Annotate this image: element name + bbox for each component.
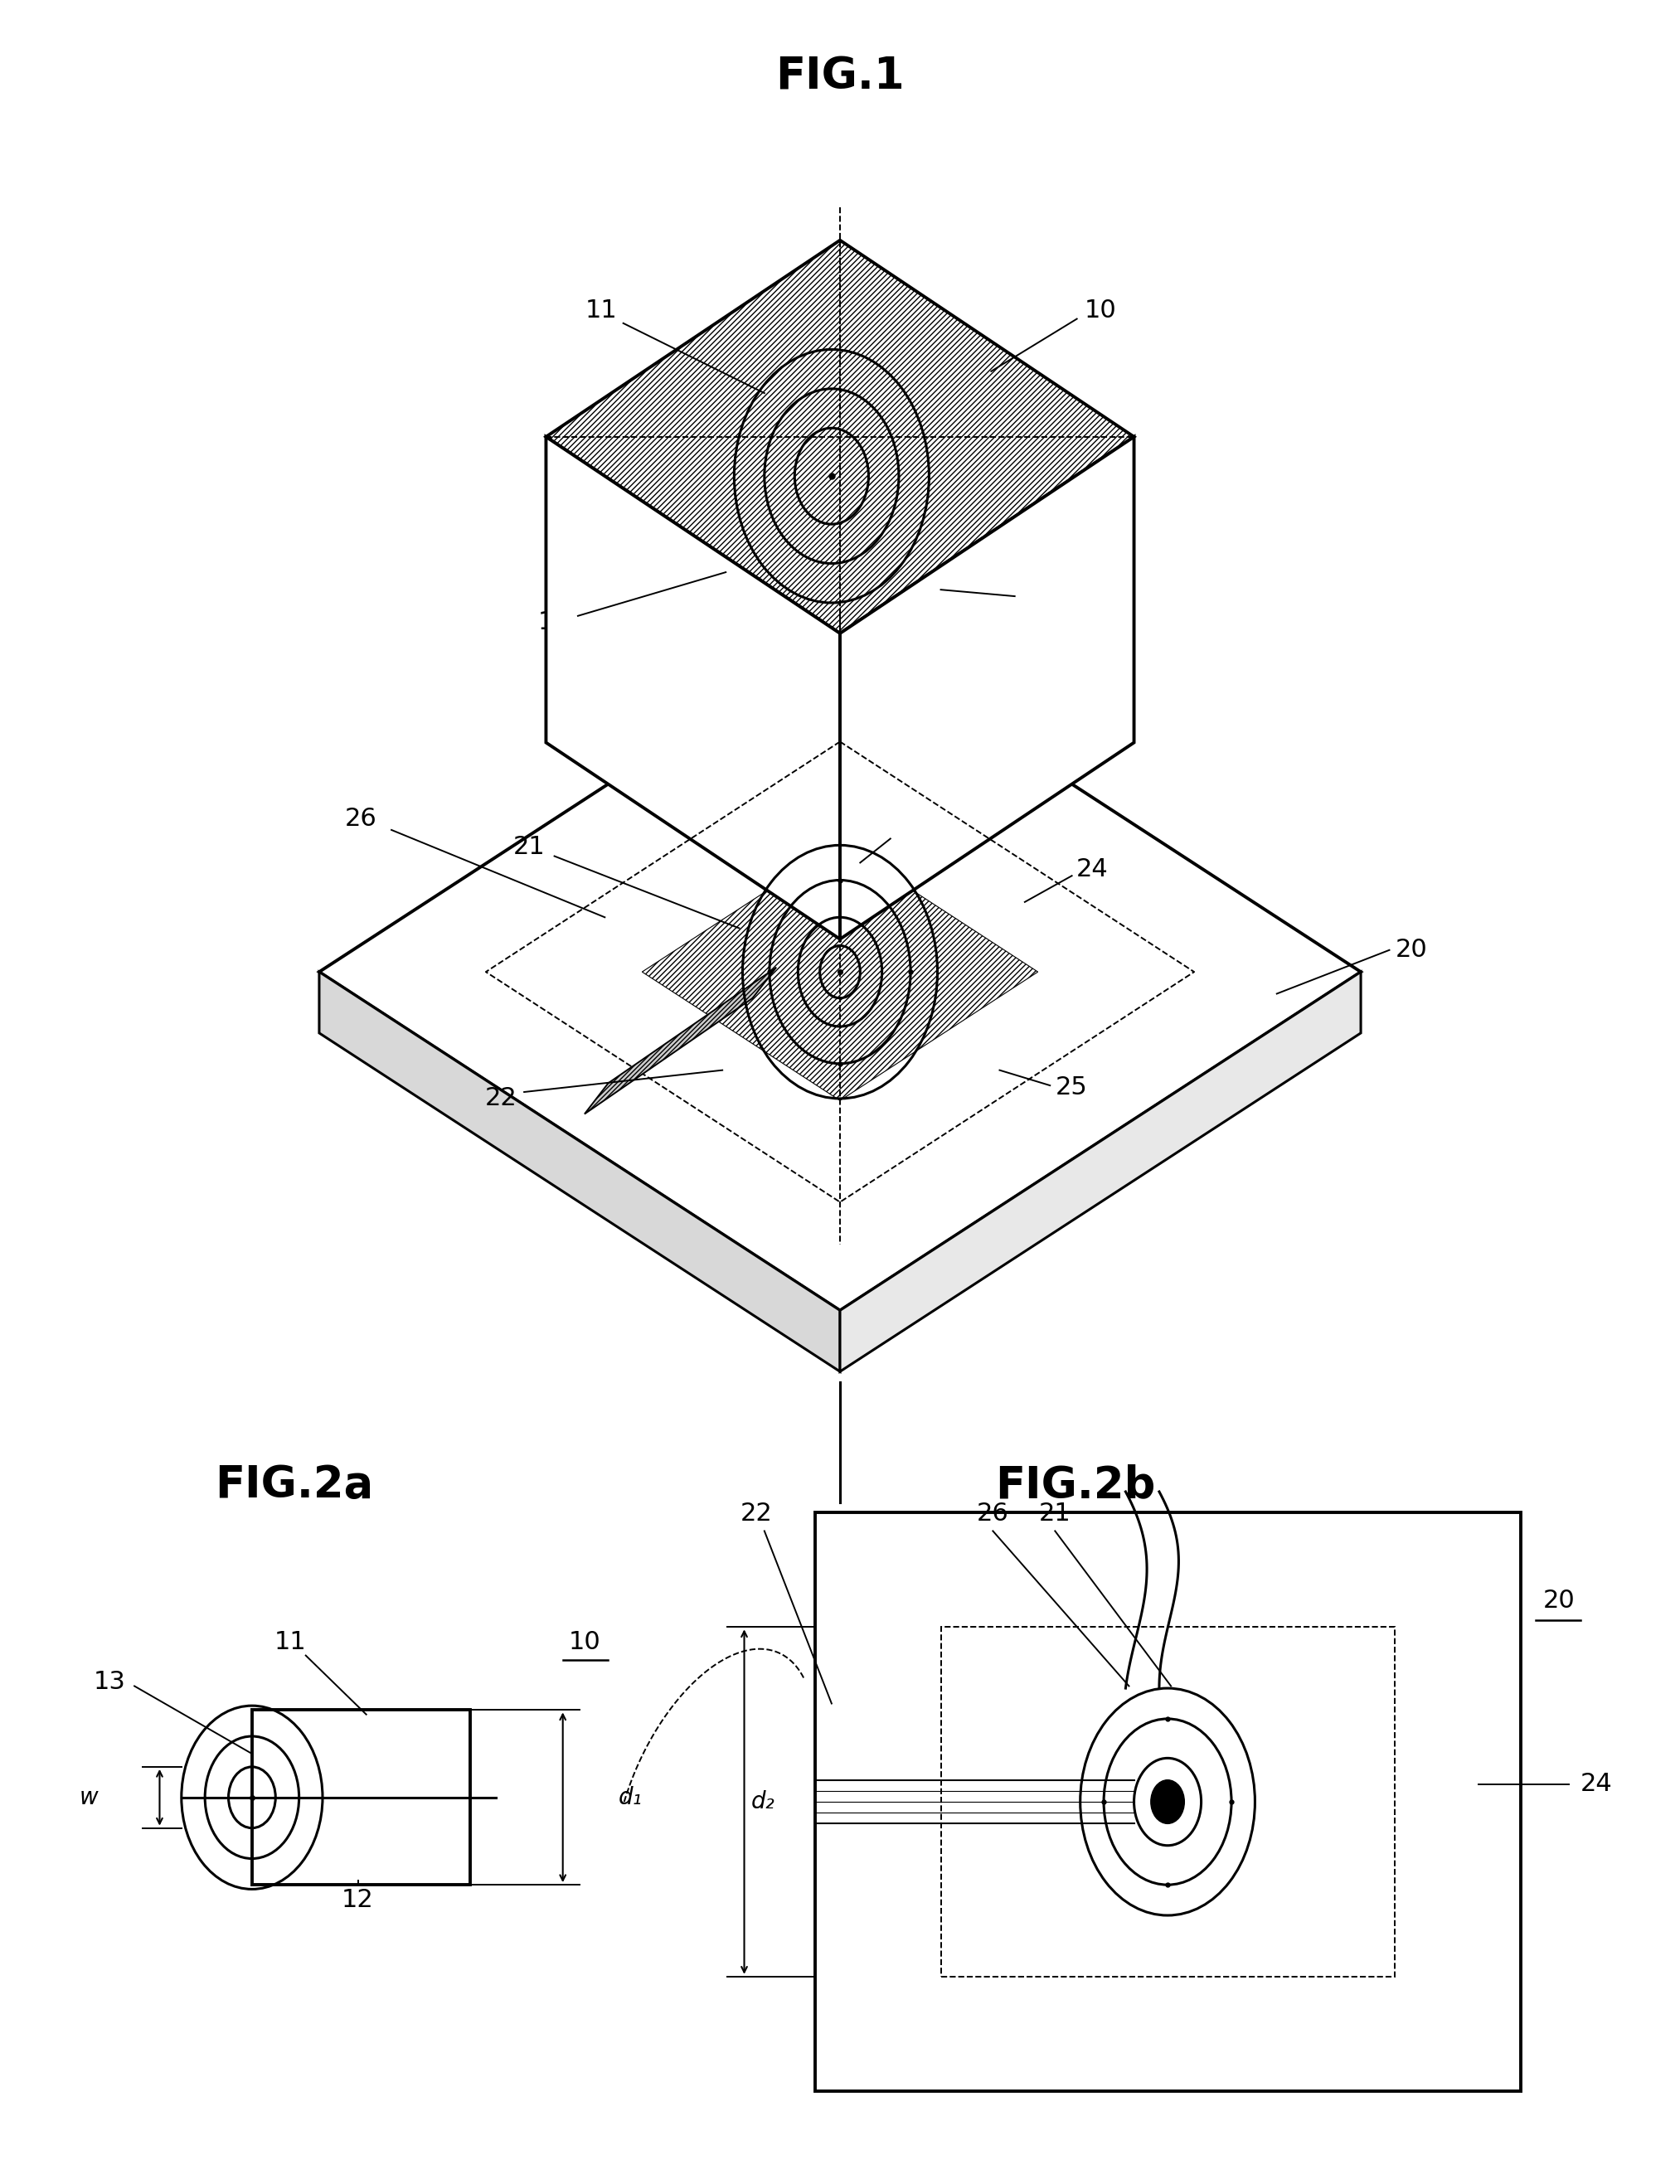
Polygon shape — [840, 437, 1134, 939]
Polygon shape — [319, 972, 840, 1372]
Text: 26: 26 — [976, 1500, 1010, 1527]
Text: 22: 22 — [484, 1085, 517, 1112]
Polygon shape — [546, 240, 1134, 633]
Polygon shape — [840, 972, 1361, 1372]
Bar — [815, 1511, 1520, 2092]
Polygon shape — [642, 843, 1038, 1101]
Text: FIG.2a: FIG.2a — [215, 1463, 373, 1507]
Bar — [941, 1627, 1394, 1977]
Text: 20: 20 — [1542, 1588, 1576, 1614]
Text: 20: 20 — [1394, 937, 1428, 963]
Text: 22: 22 — [739, 1500, 773, 1527]
Text: 13: 13 — [92, 1669, 126, 1695]
Text: 25: 25 — [1055, 1075, 1089, 1101]
Text: 21: 21 — [512, 834, 546, 860]
Text: d₁: d₁ — [618, 1787, 642, 1808]
Text: 26: 26 — [344, 806, 378, 832]
Text: FIG.1: FIG.1 — [776, 55, 904, 98]
Text: w: w — [79, 1787, 99, 1808]
Polygon shape — [546, 437, 840, 939]
Circle shape — [1151, 1780, 1184, 1824]
Text: 12: 12 — [341, 1887, 375, 1913]
Text: 23: 23 — [890, 817, 924, 843]
Text: 10: 10 — [1084, 297, 1117, 323]
Text: FIG.2b: FIG.2b — [995, 1463, 1156, 1507]
Polygon shape — [319, 633, 1361, 1310]
Text: 24: 24 — [1579, 1771, 1613, 1797]
Text: 10: 10 — [568, 1629, 601, 1655]
Text: 21: 21 — [1038, 1500, 1072, 1527]
Text: d₂: d₂ — [751, 1791, 774, 1813]
Polygon shape — [585, 968, 776, 1114]
Text: 11: 11 — [274, 1629, 307, 1655]
Text: 24: 24 — [1075, 856, 1109, 882]
Text: 12: 12 — [1016, 577, 1050, 603]
Text: 11: 11 — [585, 297, 618, 323]
Bar — [252, 1710, 470, 1885]
Text: 13: 13 — [538, 609, 571, 636]
